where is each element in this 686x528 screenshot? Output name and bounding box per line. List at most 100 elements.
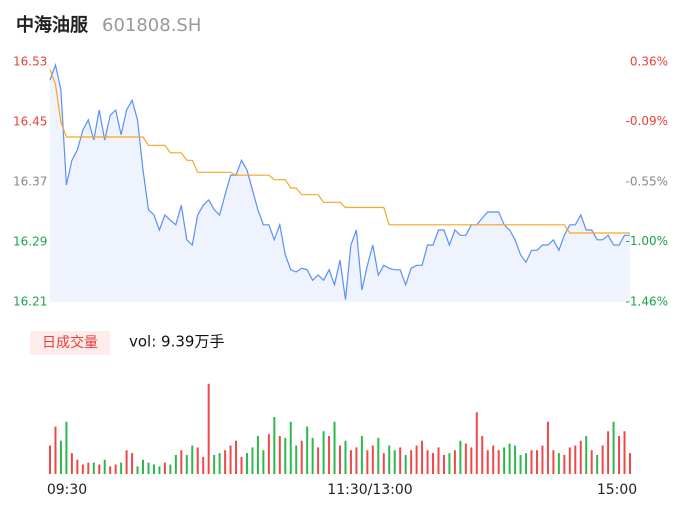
volume-bar [360,436,363,474]
x-tick-label: 15:00 [597,482,637,498]
volume-bar [158,466,161,474]
volume-bar [273,417,276,474]
volume-bar [169,464,172,474]
volume-bar [601,445,604,474]
volume-bar [142,459,145,474]
volume-bar [519,455,522,474]
y2-tick-label: -0.55% [626,175,668,189]
volume-bar [262,450,265,474]
volume-bar [300,440,303,474]
volume-bar [322,431,325,474]
volume-bar [585,436,588,474]
volume-bar [185,455,188,474]
volume-bar [399,447,402,474]
price-area [50,65,630,302]
y-tick-label: 16.29 [13,235,47,249]
volume-bar [546,421,549,474]
average-line [49,69,630,234]
volume-bar [76,459,79,474]
volume-bar [344,440,347,474]
volume-bar [191,445,194,474]
volume-bar [295,445,298,474]
legend-label: 日成交量 [42,334,98,351]
volume-bar [224,450,227,474]
volume-bar [535,450,538,474]
y2-tick-label: 0.36% [630,55,668,69]
volume-bar [267,434,270,474]
y-tick-label: 16.53 [13,55,47,69]
volume-bar [174,455,177,474]
volume-bar [256,436,259,474]
volume-bar [152,464,155,474]
volume-bar [464,443,467,474]
volume-bar [196,447,199,474]
volume-bar [213,455,216,474]
volume-bar [120,462,123,474]
volume-bar [54,426,57,474]
volume-bar [240,456,243,474]
volume-bar [81,464,84,474]
volume-bar [623,431,626,474]
volume-bar [163,462,166,474]
volume-bar [541,445,544,474]
volume-bar [289,421,292,474]
volume-bar [125,450,128,474]
volume-bar [59,440,62,474]
volume-bar [530,450,533,474]
volume-bar [317,447,320,474]
volume-bar [65,421,68,474]
volume-bar [486,450,489,474]
volume-bar [180,450,183,474]
volume-bar [415,445,418,474]
y-tick-label: 16.21 [13,295,47,309]
volume-bar [70,453,73,474]
volume-bar [147,462,150,474]
volume-bar [607,431,610,474]
volume-bar [207,383,210,474]
volume-bar [552,450,555,474]
y-tick-label: 16.37 [13,175,47,189]
x-tick-label: 11:30/13:00 [327,482,412,498]
volume-bar [235,440,238,474]
volume-bar [596,455,599,474]
volume-bar [629,453,631,474]
volume-bar [404,455,407,474]
volume-label: vol: 9.39万手 [129,333,224,351]
volume-bar [311,437,314,474]
volume-bar [437,447,440,474]
volume-bar [333,421,336,474]
volume-bar [497,450,500,474]
volume-bar [109,466,112,474]
volume-bar [563,455,566,474]
volume-bar [49,445,51,474]
volume-bar [114,464,117,474]
price-line [49,62,630,300]
volume-bar [432,453,435,474]
volume-bar [202,456,205,474]
y-tick-label: 16.45 [13,115,47,129]
y2-tick-label: -0.09% [626,114,668,128]
volume-bar [470,447,473,474]
volume-bar [218,453,221,474]
stock-name: 中海油服 [16,14,89,36]
volume-bar [229,445,232,474]
volume-bar [448,453,451,474]
volume-bar [98,464,101,474]
x-tick-label: 09:30 [47,482,87,498]
volume-bar [136,466,139,474]
volume-bar [92,462,95,474]
volume-bar [525,453,528,474]
volume-bar [612,421,615,474]
volume-bar [393,450,396,474]
volume-bar [421,440,424,474]
volume-bar [475,412,478,474]
y2-tick-label: -1.00% [626,234,668,248]
volume-bar [377,437,380,474]
volume-bar [328,436,331,474]
volume-bar [355,447,358,474]
volume-bar [251,447,254,474]
legend-pill [30,331,110,355]
volume-bar [568,447,571,474]
volume-bar [442,455,445,474]
